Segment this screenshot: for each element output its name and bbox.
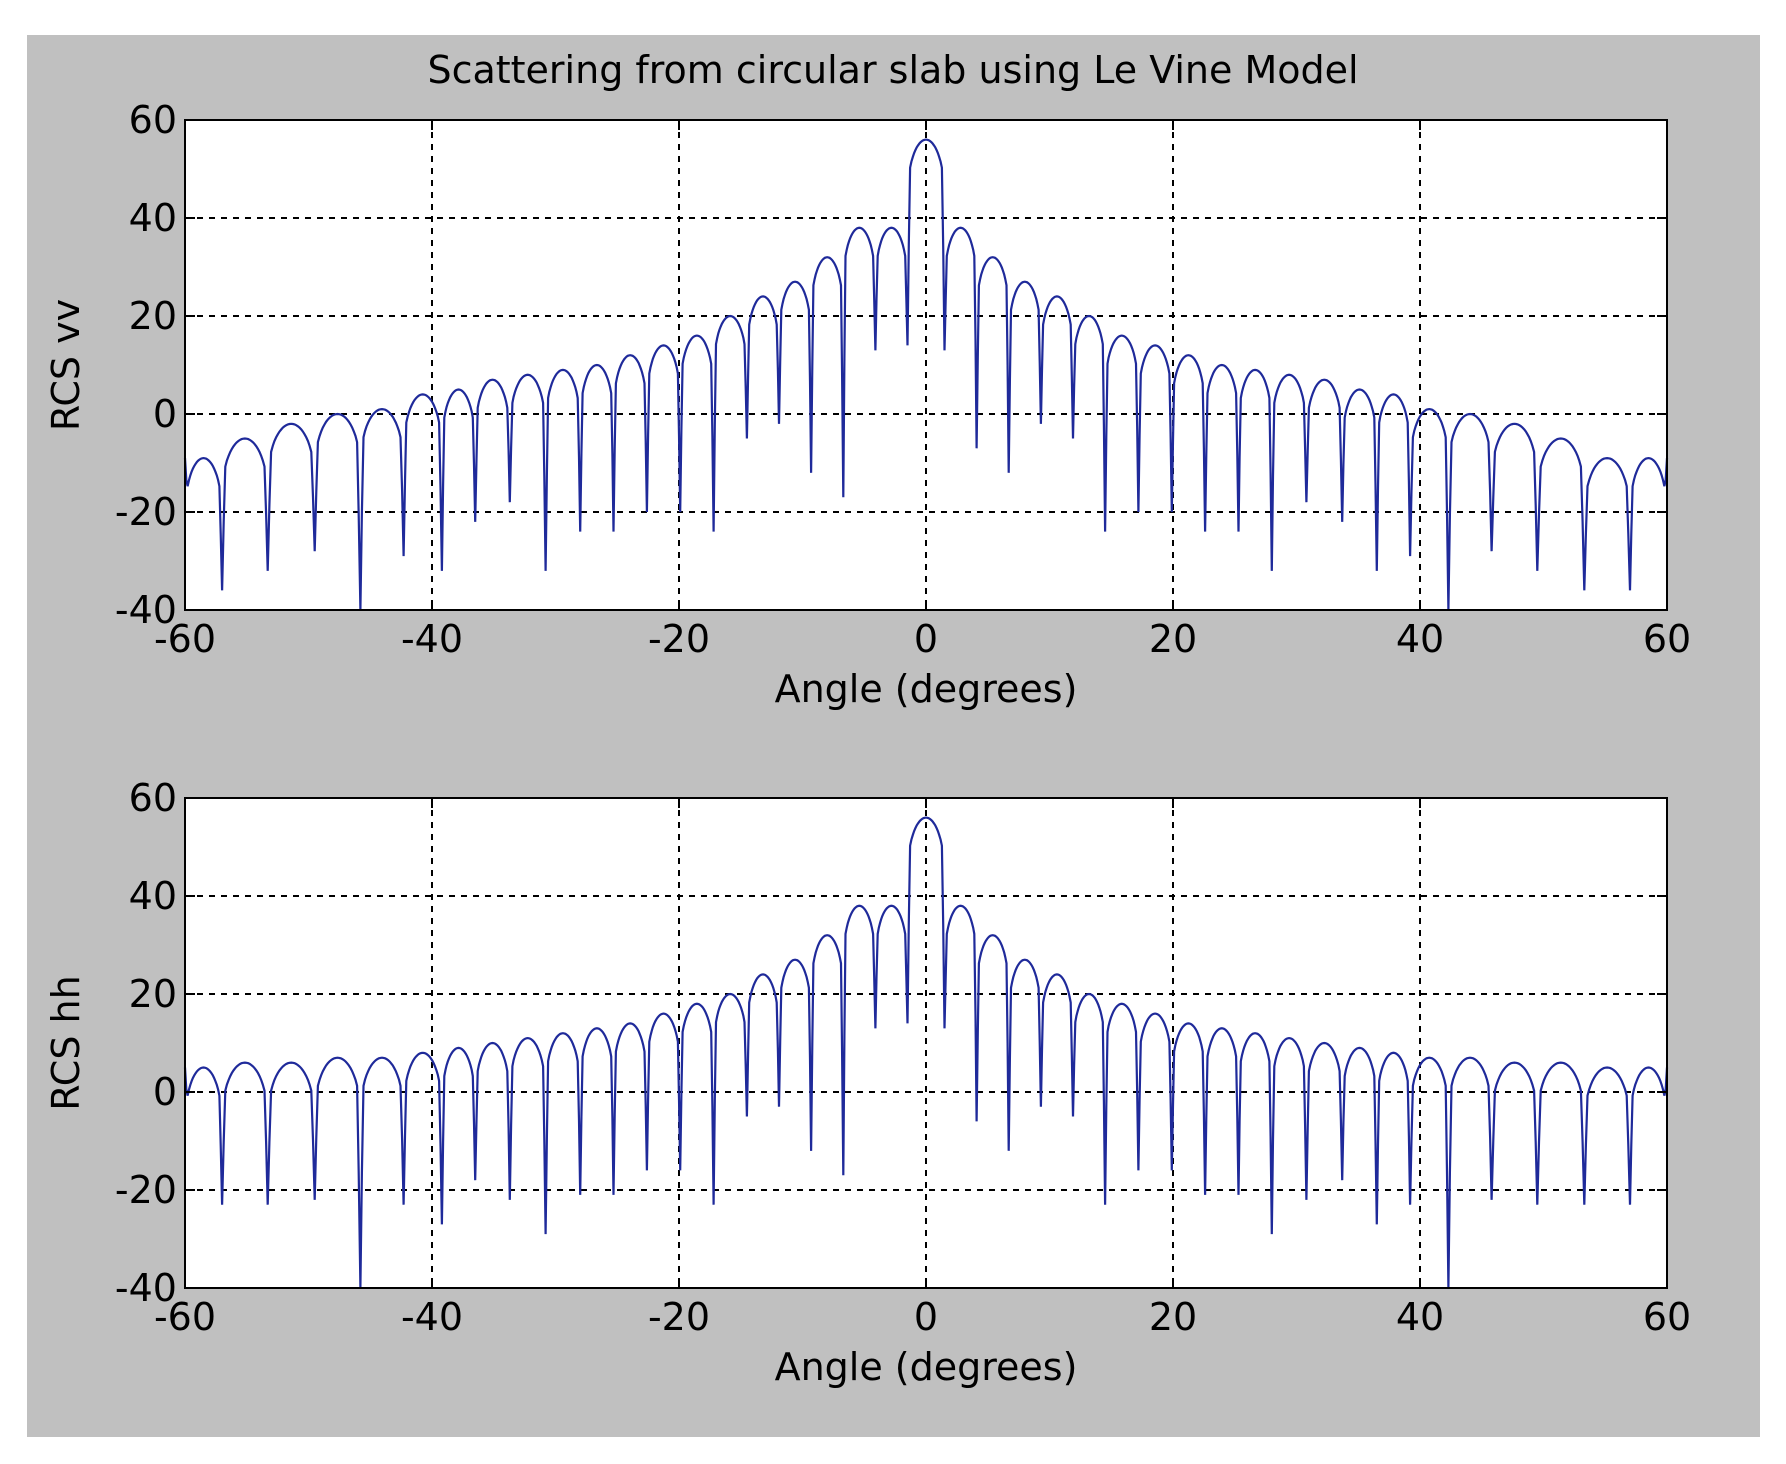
figure-title: Scattering from circular slab using Le V…: [427, 48, 1358, 92]
y-tick-label: 60: [129, 98, 177, 142]
x-tick-label: -40: [401, 617, 463, 661]
y-tick-label: -20: [115, 1168, 177, 1212]
grid-hh: [185, 798, 1667, 1288]
y-tick-label: -40: [115, 588, 177, 632]
x-tick-label: -40: [401, 1295, 463, 1339]
x-tick-label: 40: [1396, 1295, 1444, 1339]
y-tick-label: 40: [129, 874, 177, 918]
x-tick-label: 60: [1643, 1295, 1691, 1339]
series-line-vv: [183, 138, 1669, 611]
y-tick-label: 60: [129, 776, 177, 820]
x-tick-label: 60: [1643, 617, 1691, 661]
x-axis-label-hh: Angle (degrees): [775, 1345, 1078, 1389]
x-tick-label: 20: [1149, 1295, 1197, 1339]
y-tick-label: 0: [153, 392, 177, 436]
x-axis-label-vv: Angle (degrees): [775, 667, 1078, 711]
figure-window: Scattering from circular slab using Le V…: [27, 35, 1760, 1437]
figure-canvas: Scattering from circular slab using Le V…: [44, 48, 1691, 1389]
x-tick-label: 40: [1396, 617, 1444, 661]
y-tick-label: -20: [115, 490, 177, 534]
series-line-hh: [183, 816, 1669, 1289]
x-tick-label: -20: [648, 617, 710, 661]
x-tick-label: 20: [1149, 617, 1197, 661]
x-tick-label: 0: [914, 1295, 938, 1339]
y-tick-label: 20: [129, 294, 177, 338]
y-axis-label-vv: RCS vv: [44, 299, 88, 431]
y-tick-label: 40: [129, 196, 177, 240]
x-tick-label: -60: [154, 617, 216, 661]
x-tick-label: 0: [914, 617, 938, 661]
y-axis-label-hh: RCS hh: [44, 975, 88, 1110]
grid-vv: [185, 120, 1667, 610]
x-tick-label: -60: [154, 1295, 216, 1339]
y-tick-label: -40: [115, 1266, 177, 1310]
y-tick-label: 20: [129, 972, 177, 1016]
y-tick-label: 0: [153, 1070, 177, 1114]
x-tick-label: -20: [648, 1295, 710, 1339]
